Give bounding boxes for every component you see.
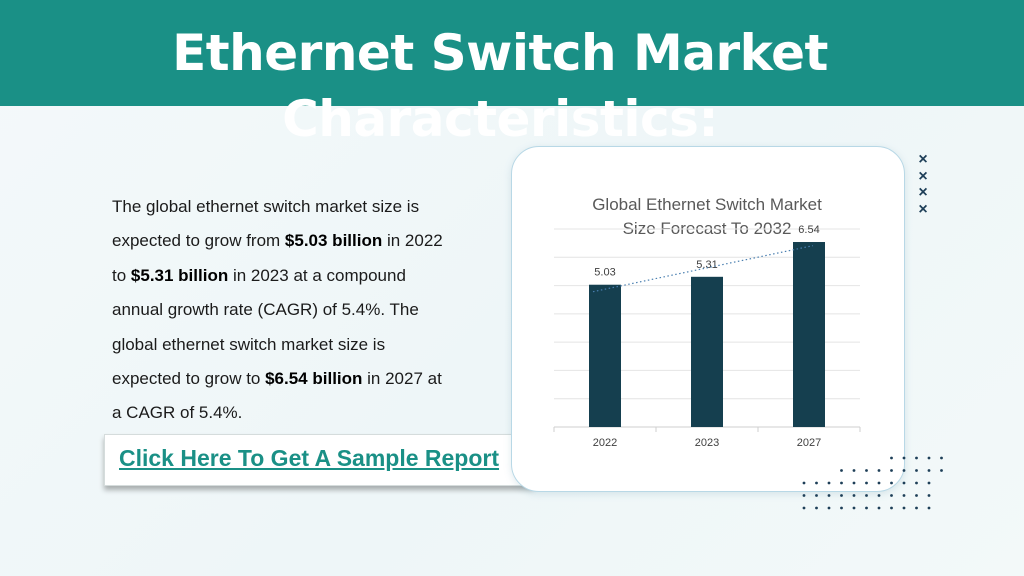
decor-dot: [915, 469, 918, 472]
chart-card: Global Ethernet Switch Market Size Foreca…: [511, 146, 905, 492]
x-icon: ×: [918, 151, 928, 168]
bar-2027: [793, 242, 825, 427]
decor-dot: [827, 481, 831, 485]
decor-dot: [827, 506, 831, 510]
x-icon: ×: [918, 200, 928, 218]
decor-dot: [877, 494, 881, 497]
decor-dot: [890, 469, 893, 472]
decor-dot: [902, 494, 906, 497]
decor-dot: [890, 481, 893, 485]
decor-dot: [852, 506, 856, 510]
bar-2022: [589, 284, 621, 427]
decor-dot: [877, 469, 881, 472]
decor-dot: [852, 494, 856, 497]
description-text: in 2022 to: [112, 231, 443, 285]
decor-dot: [865, 506, 868, 510]
market-description: The global ethernet switch market size i…: [112, 190, 452, 431]
decor-dot: [927, 469, 931, 472]
x-icon: ×: [918, 184, 928, 201]
decor-dot: [865, 494, 868, 497]
decor-dot: [840, 506, 843, 510]
sample-report-box: Click Here To Get A Sample Report: [104, 434, 534, 486]
decor-dot: [815, 494, 818, 497]
decor-dot: [890, 456, 893, 460]
decor-dot: [865, 481, 868, 485]
decor-dot: [915, 481, 918, 485]
page-title: Ethernet Switch Market Characteristics:: [172, 24, 828, 148]
data-label: 6.54: [798, 224, 819, 236]
description-text: The global ethernet switch market size i…: [112, 197, 420, 251]
x-tick-label: 2022: [593, 437, 617, 449]
decor-dot: [902, 456, 906, 460]
decor-dot: [877, 506, 881, 510]
highlight-value: $5.31 billion: [130, 265, 229, 285]
chart-title-line: Global Ethernet Switch Market: [592, 195, 822, 214]
decor-dot: [802, 494, 806, 497]
decor-dot: [852, 469, 856, 472]
decor-dot: [902, 469, 906, 472]
decor-dot: [902, 481, 906, 485]
description-text: in 2027 at a CAGR of 5.4%.: [112, 369, 442, 423]
decor-dot: [802, 506, 806, 510]
decor-dot: [890, 494, 893, 497]
highlight-value: $5.03 billion: [284, 231, 383, 251]
decor-dot: [877, 481, 881, 485]
decor-dot: [852, 481, 856, 485]
x-icon: ×: [918, 167, 928, 185]
decor-dot: [815, 481, 818, 485]
data-label: 5.03: [594, 267, 615, 279]
decor-dot: [865, 469, 868, 472]
decor-dot: [940, 456, 943, 460]
decor-dot: [827, 494, 831, 497]
decor-dot: [815, 506, 818, 510]
sample-report-link[interactable]: Click Here To Get A Sample Report: [119, 445, 500, 471]
data-label: 5.31: [696, 259, 717, 271]
bar-2023: [691, 276, 723, 427]
decor-dot: [927, 494, 931, 497]
decor-dot: [915, 456, 918, 460]
decor-dot: [927, 456, 931, 460]
decor-dot: [915, 506, 918, 510]
decor-dot: [915, 494, 918, 497]
decor-dot: [840, 494, 843, 497]
decor-dot: [840, 481, 843, 485]
header-bar: Ethernet Switch Market Characteristics:: [0, 0, 1024, 148]
decor-dot: [840, 469, 843, 472]
highlight-value: $6.54 billion: [265, 369, 363, 389]
dot-grid-decoration: [802, 456, 943, 510]
decor-dot: [802, 481, 806, 485]
decor-dot: [902, 506, 906, 510]
decor-dot: [927, 481, 931, 485]
x-marks-decoration: × × × ×: [914, 151, 932, 218]
trendline: [592, 245, 814, 293]
description-text: in 2023 at a compound annual growth rate…: [112, 265, 419, 389]
x-tick-label: 2027: [797, 437, 821, 449]
decor-dot: [940, 469, 943, 472]
decor-dot: [890, 506, 893, 510]
decor-dot: [927, 506, 931, 510]
x-tick-label: 2023: [695, 437, 719, 449]
